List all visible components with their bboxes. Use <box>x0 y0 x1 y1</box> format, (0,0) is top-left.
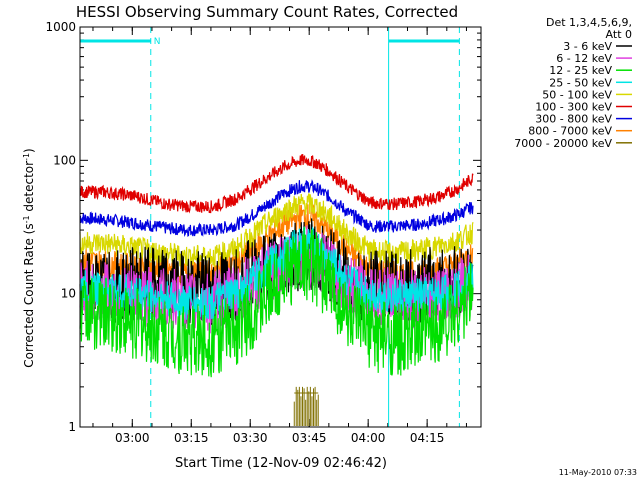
legend-label: 6 - 12 keV <box>556 52 612 65</box>
x-tick-label: 03:00 <box>115 431 150 445</box>
y-axis-label: Corrected Count Rate (s-1 detector-1) <box>22 148 37 367</box>
x-axis-label: Start Time (12-Nov-09 02:46:42) <box>175 456 387 471</box>
y-tick-label: 100 <box>53 153 76 167</box>
x-tick-label: 04:00 <box>351 431 386 445</box>
y-tick-label: 10 <box>61 287 76 301</box>
legend-label: 300 - 800 keV <box>535 113 612 126</box>
legend-label: 50 - 100 keV <box>542 88 612 101</box>
y-axis-label-sup2: -1 <box>22 153 31 161</box>
legend-header-2: Att 0 <box>606 28 632 41</box>
y-tick-label: 1000 <box>45 20 76 34</box>
series-line <box>79 179 474 238</box>
y-axis-label-main: Corrected Count Rate (s <box>22 223 36 367</box>
series-line <box>79 154 474 214</box>
x-tick-label: 03:15 <box>174 431 209 445</box>
legend-label: 12 - 25 keV <box>549 64 612 77</box>
y-axis-label-end: ) <box>22 148 36 153</box>
legend-label: 800 - 7000 keV <box>528 125 612 138</box>
legend-label: 7000 - 20000 keV <box>514 137 612 150</box>
legend-label: 3 - 6 keV <box>563 40 612 53</box>
x-tick-label: 03:45 <box>292 431 327 445</box>
axis-ticks: 1 10 100 1000 03:00 03:15 03:30 03:45 04:00 04:15 <box>45 20 481 445</box>
chart-title: HESSI Observing Summary Count Rates, Cor… <box>76 3 458 21</box>
plot-frame <box>79 26 482 428</box>
legend-label: 25 - 50 keV <box>549 76 612 89</box>
series-line <box>79 227 474 378</box>
burst-series <box>293 386 319 426</box>
x-tick-label: 03:30 <box>233 431 268 445</box>
legend-label: 100 - 300 keV <box>535 101 612 114</box>
series-line <box>79 193 474 271</box>
series-lines <box>79 154 474 378</box>
legend-header-1: Det 1,3,4,5,6,9, <box>546 16 632 29</box>
y-tick-label: 1 <box>68 420 76 434</box>
night-bar-label: N <box>154 37 161 47</box>
y-axis-label-mid: detector <box>22 161 36 216</box>
footer-date: 11-May-2010 07:33 <box>559 468 637 477</box>
y-axis-label-sup1: -1 <box>22 215 31 223</box>
x-tick-label: 04:15 <box>410 431 445 445</box>
